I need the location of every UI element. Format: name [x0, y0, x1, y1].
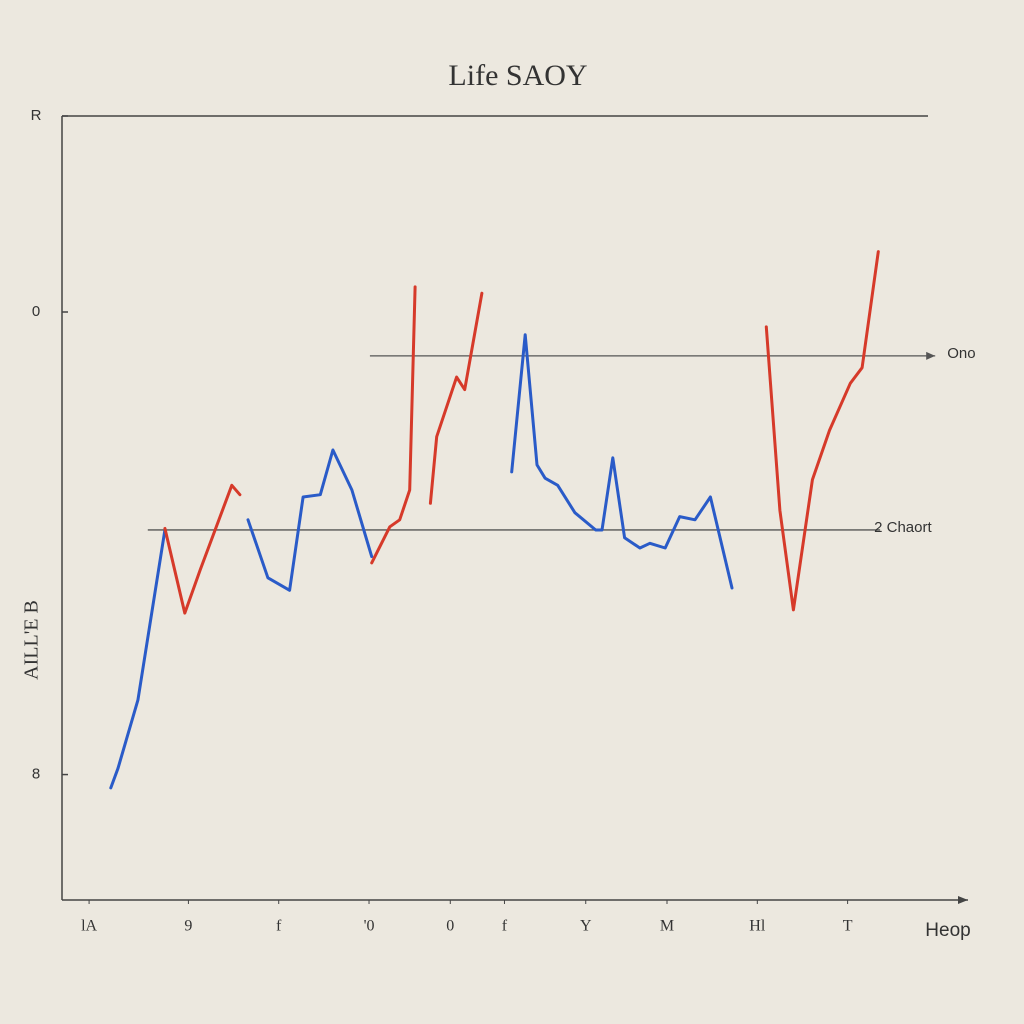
y-tick-label: R: [31, 107, 42, 124]
x-tick-label: '0: [364, 918, 375, 935]
x-tick-label: M: [660, 918, 674, 935]
x-axis-arrow: [958, 896, 968, 904]
x-tick-label: lA: [81, 918, 97, 935]
y-tick-label: 8: [32, 766, 40, 783]
x-tick-label: 9: [184, 918, 192, 935]
x-axis-label: Heop: [925, 920, 970, 941]
x-tick-label: 0: [446, 918, 454, 935]
x-tick-label: f: [276, 918, 282, 935]
x-tick-label: f: [502, 918, 508, 935]
reference-arrow: [926, 351, 936, 360]
x-tick-label: Hl: [749, 918, 766, 935]
x-tick-label: T: [843, 918, 853, 935]
y-axis-label: AILL'E B: [21, 600, 43, 680]
series-line: [109, 333, 734, 790]
series-line: [163, 250, 880, 615]
reference-label: Ono: [947, 345, 975, 362]
reference-label: 2 Chaort: [874, 519, 932, 536]
y-tick-label: 0: [32, 303, 40, 320]
chart-title: Life SAOY: [448, 59, 587, 92]
x-tick-label: Y: [580, 918, 592, 935]
